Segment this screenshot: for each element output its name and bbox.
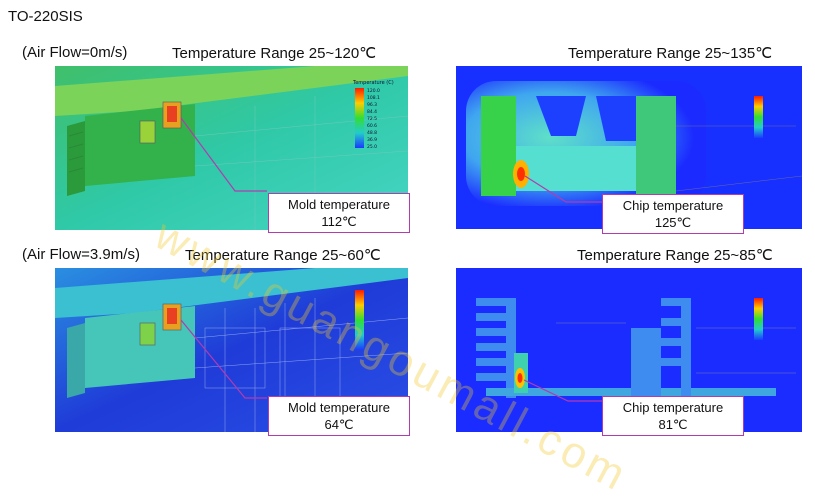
airflow-label-bottom: (Air Flow=3.9m/s) bbox=[22, 246, 140, 263]
callout-value: 112℃ bbox=[321, 214, 357, 229]
legend-tick: 72.5 bbox=[367, 116, 377, 122]
callout-chip-temp-2: Chip temperature 81℃ bbox=[602, 396, 744, 436]
callout-value: 64℃ bbox=[324, 417, 354, 432]
thermal-sim-panel-1: Temperature (C) 120.0 108.1 96.3 84.4 72… bbox=[55, 66, 408, 230]
range-label-bottom-right: Temperature Range 25~85℃ bbox=[577, 247, 773, 264]
legend-tick: 120.0 bbox=[367, 88, 380, 94]
callout-title: Chip temperature bbox=[622, 400, 724, 415]
callout-title: Chip temperature bbox=[622, 198, 724, 213]
legend-tick: 48.8 bbox=[367, 130, 377, 136]
legend-tick: 108.1 bbox=[367, 95, 380, 101]
package-label: TO-220SIS bbox=[8, 8, 83, 25]
range-label-bottom-left: Temperature Range 25~60℃ bbox=[185, 247, 381, 264]
legend-tick: 96.3 bbox=[367, 102, 377, 108]
callout-title: Mold temperature bbox=[288, 400, 390, 415]
callout-mold-temp-2: Mold temperature 64℃ bbox=[268, 396, 410, 436]
thermal-sim-panel-3 bbox=[55, 268, 408, 432]
legend-tick: 25.0 bbox=[367, 144, 377, 150]
callout-value: 125℃ bbox=[654, 215, 692, 230]
thermal-sim-panel-2 bbox=[456, 66, 802, 229]
callout-chip-temp-1: Chip temperature 125℃ bbox=[602, 194, 744, 234]
legend-tick: 36.9 bbox=[367, 137, 377, 143]
callout-value: 81℃ bbox=[658, 417, 688, 432]
airflow-label-top: (Air Flow=0m/s) bbox=[22, 44, 128, 61]
legend-tick: 60.6 bbox=[367, 123, 377, 129]
callout-title: Mold temperature bbox=[288, 197, 390, 212]
legend-title: Temperature (C) bbox=[352, 80, 394, 86]
legend-tick: 84.4 bbox=[367, 109, 377, 115]
range-label-top-left: Temperature Range 25~120℃ bbox=[172, 45, 377, 62]
range-label-top-right: Temperature Range 25~135℃ bbox=[568, 45, 773, 62]
callout-mold-temp-1: Mold temperature 112℃ bbox=[268, 193, 410, 233]
